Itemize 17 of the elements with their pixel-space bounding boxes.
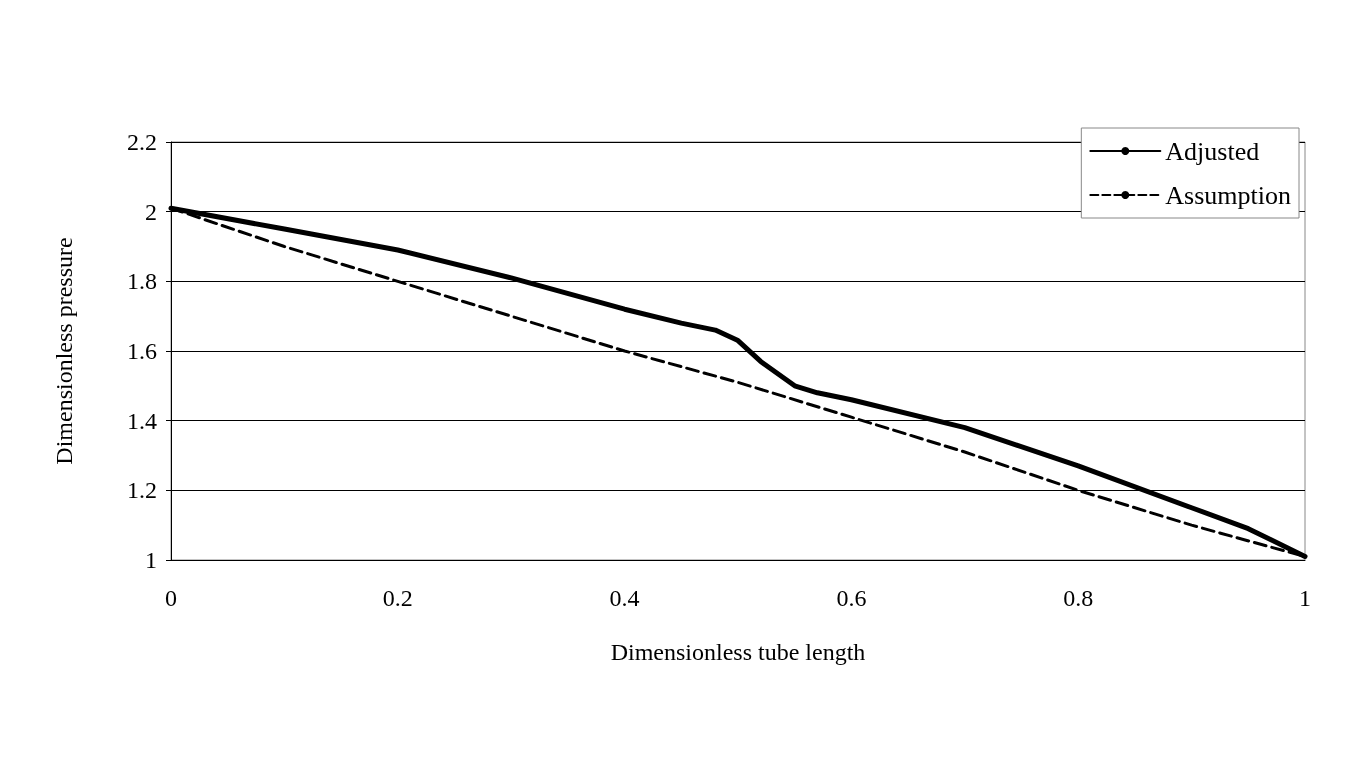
y-tick-label: 1.6 [127, 338, 157, 364]
y-tick-label: 1.2 [127, 477, 157, 504]
y-tick-label: 2 [145, 198, 157, 225]
x-tick-label: 0.4 [609, 585, 640, 611]
legend-label: Assumption [1165, 180, 1291, 210]
x-tick-label: 0.6 [836, 585, 867, 611]
x-axis-title: Dimensionless tube length [610, 639, 866, 665]
x-tick-label: 1 [1299, 585, 1311, 611]
y-tick-label: 2.2 [127, 129, 157, 155]
y-tick-label: 1.8 [127, 268, 157, 295]
y-tick-label: 1.4 [127, 407, 157, 434]
legend-label: Adjusted [1165, 136, 1260, 166]
y-axis-title: Dimensionless pressure [51, 237, 77, 465]
x-tick-label: 0.8 [1063, 585, 1094, 611]
x-tick-label: 0.2 [382, 585, 413, 611]
y-tick-label: 1 [145, 547, 157, 573]
x-tick-label: 0 [165, 585, 177, 611]
